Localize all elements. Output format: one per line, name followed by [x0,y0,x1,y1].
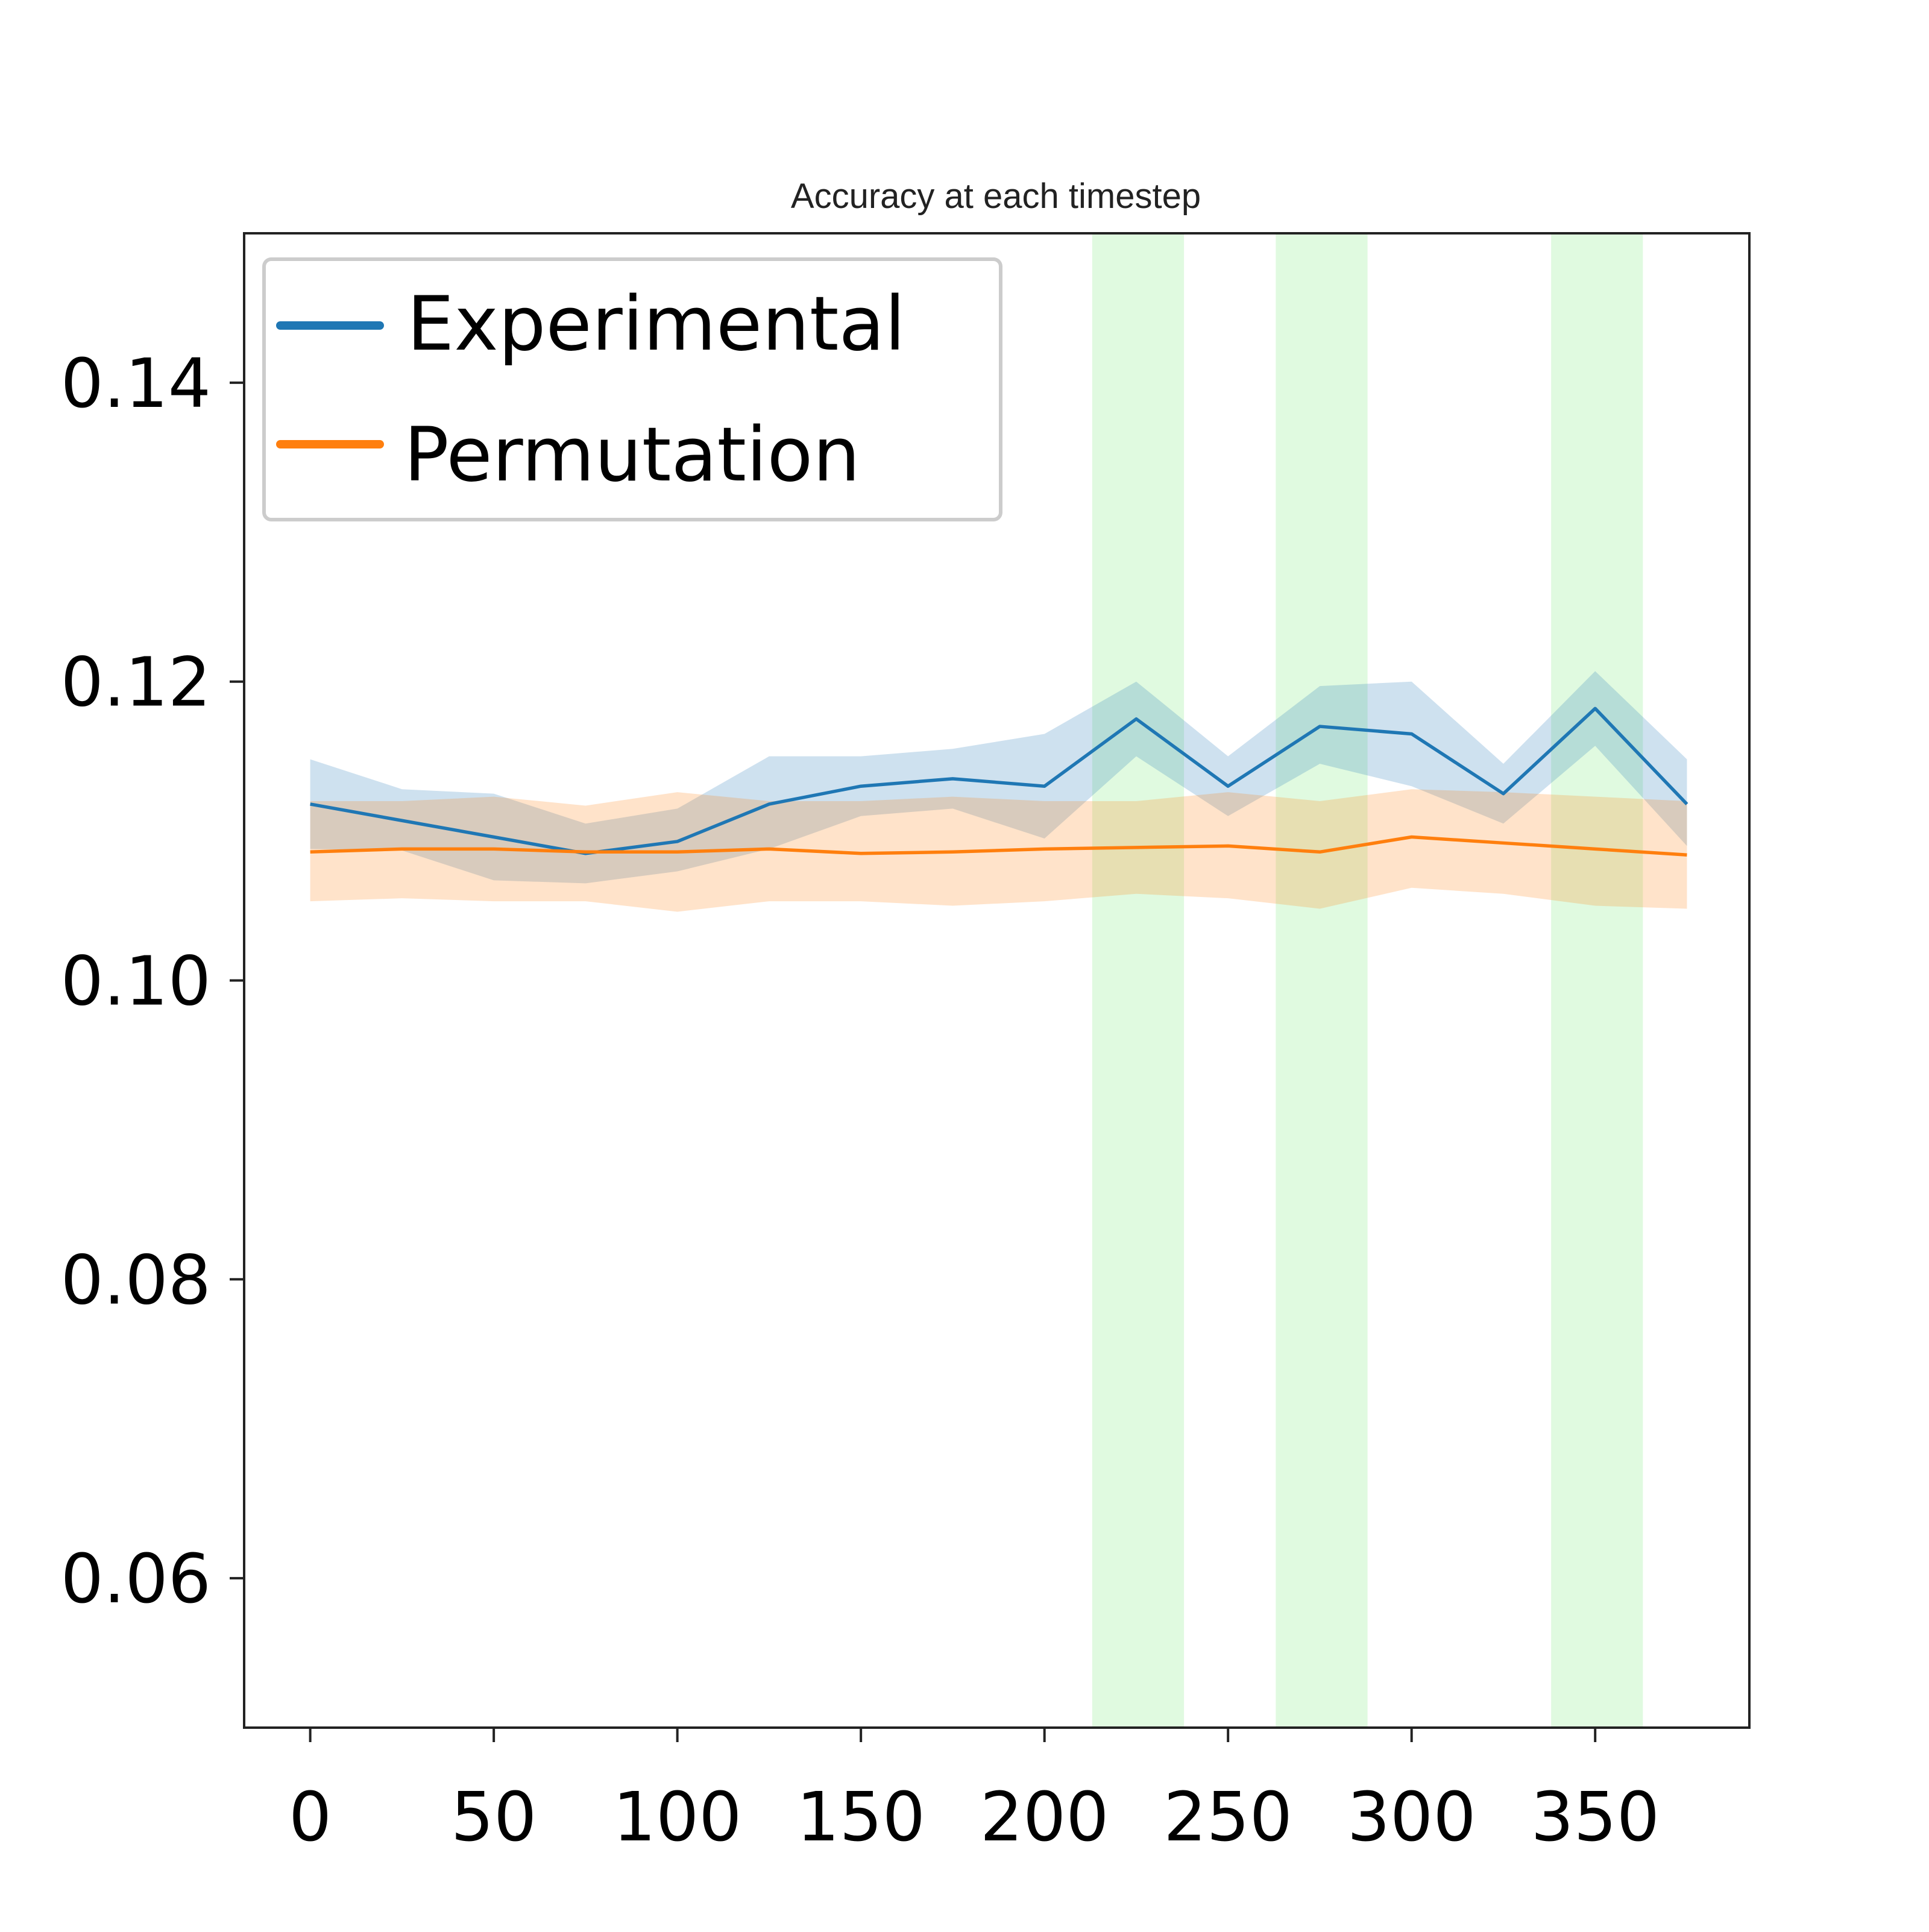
legend: Experimental Permutation [262,257,1002,521]
highlight-bands [1092,233,1643,1728]
x-tick-label: 250 [1163,1778,1292,1857]
highlight-band-1 [1276,233,1368,1728]
y-tick-label: 0.14 [61,345,211,423]
legend-label-experimental: Experimental [407,281,905,368]
x-tick-label: 0 [289,1778,332,1857]
series-lines [310,706,1688,857]
y-tick-label: 0.08 [61,1241,211,1320]
legend-box [262,257,1002,521]
x-axis: 0 50 100 150 200 250 300 350 [289,1728,1660,1857]
chart-title: Accuracy at each timestep [791,177,1201,216]
confidence-band-experimental [310,671,1687,884]
x-tick-label: 350 [1531,1778,1660,1857]
x-tick-label: 200 [980,1778,1109,1857]
x-tick-label: 150 [796,1778,925,1857]
x-tick-label: 100 [613,1778,742,1857]
series-line-experimental [310,706,1688,855]
x-tick-label: 300 [1347,1778,1476,1857]
y-tick-label: 0.06 [61,1540,211,1619]
y-axis: 0.06 0.08 0.10 0.12 0.14 [61,345,244,1619]
highlight-band-2 [1551,233,1643,1728]
legend-label-permutation: Permutation [404,412,860,499]
highlight-band-0 [1092,233,1185,1728]
y-tick-label: 0.12 [61,644,211,722]
y-tick-label: 0.10 [61,943,211,1021]
series-line-permutation [310,835,1687,857]
x-tick-label: 50 [451,1778,537,1857]
